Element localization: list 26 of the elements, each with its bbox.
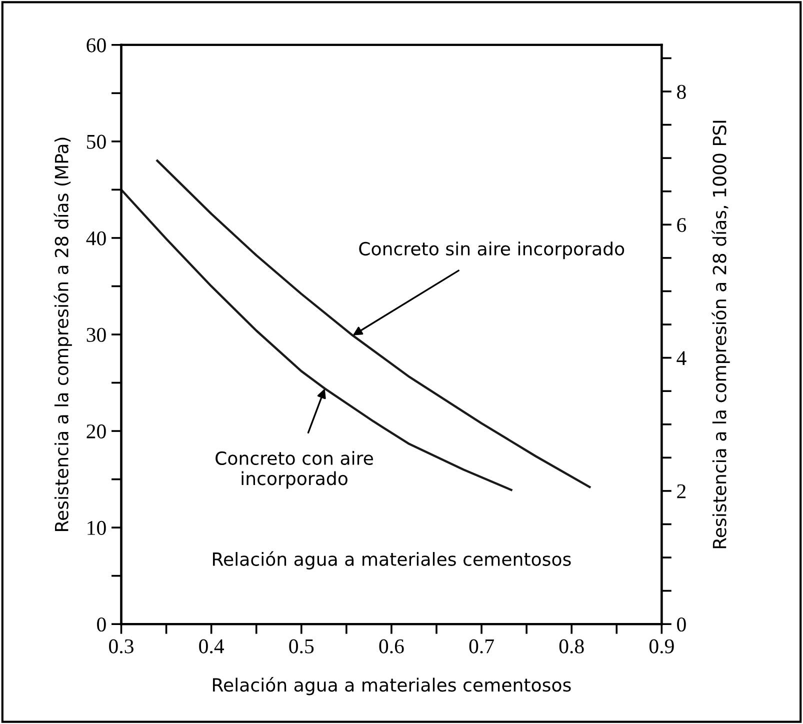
x-tick-label: 0.7 [469, 639, 494, 654]
annotation: Concreto sin aire incorporado [359, 242, 624, 260]
y2-tick-label: 2 [677, 484, 686, 498]
x-tick-label: 0.9 [649, 639, 674, 654]
y-tick-label: 50 [87, 134, 106, 149]
y2-tick-label: 8 [677, 84, 686, 99]
x-tick-label: 0.6 [379, 639, 404, 654]
y2-tick-label: 6 [677, 218, 686, 232]
line-series [121, 188, 512, 492]
y-tick-label: 10 [88, 520, 106, 535]
y-tick-label: 40 [86, 231, 106, 246]
x-tick-label: 0.4 [199, 639, 224, 654]
annotation: Concreto con aire incorporado [216, 451, 373, 489]
y-tick-label: 30 [86, 328, 106, 342]
y-tick-label: 60 [86, 38, 106, 52]
y-tick-label: 20 [86, 424, 106, 438]
x-tick-label: 0.3 [109, 639, 134, 654]
y-axis-title: Resistencia a la compresión a 28 días (MPa) [54, 138, 72, 531]
y2-tick-label: 0 [677, 617, 686, 632]
annotation: Relación agua a materiales cementosos [213, 551, 571, 570]
x-axis-title: Relación agua a materiales cementosos [213, 677, 571, 696]
x-tick-label: 0.5 [289, 639, 314, 654]
x-tick-label: 0.8 [559, 639, 584, 654]
y2-axis-title: Resistencia a la compresión a 28 días, 1000 PSI [712, 120, 730, 548]
y2-tick-label: 4 [676, 351, 686, 366]
y-tick-label: 0 [97, 617, 106, 632]
